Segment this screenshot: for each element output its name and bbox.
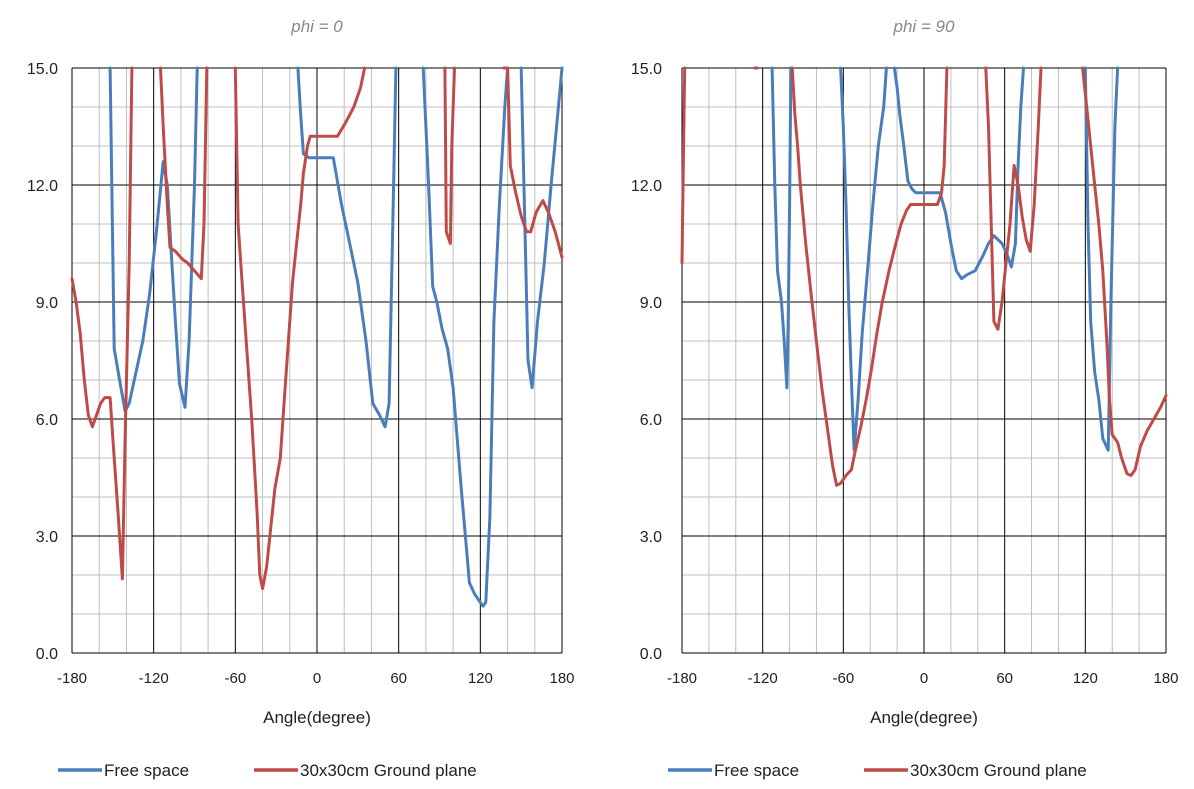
- y-tick-label: 15.0: [631, 61, 662, 78]
- legend-label-ground-plane: 30x30cm Ground plane: [300, 761, 477, 780]
- x-axis-label: Angle(degree): [263, 708, 371, 727]
- x-axis-label: Angle(degree): [870, 708, 978, 727]
- x-tick-label: 60: [996, 670, 1013, 687]
- y-tick-label: 0.0: [640, 646, 662, 663]
- legend: Free space 30x30cm Ground plane: [668, 761, 1087, 780]
- x-tick-label: 180: [1153, 670, 1178, 687]
- y-tick-label: 9.0: [640, 295, 662, 312]
- x-tick-label: 180: [549, 670, 574, 687]
- legend-label-free-space: Free space: [714, 761, 799, 780]
- y-tick-label: 6.0: [640, 412, 662, 429]
- x-tick-label: -120: [139, 670, 169, 687]
- legend: Free space 30x30cm Ground plane: [58, 761, 477, 780]
- x-tick-label: 0: [313, 670, 321, 687]
- chart-title: phi = 90: [893, 17, 956, 36]
- series-line: [894, 68, 1023, 279]
- series-line: [72, 68, 132, 579]
- series-line: [423, 68, 507, 606]
- x-tick-label: -60: [832, 670, 854, 687]
- x-tick-label: 120: [1073, 670, 1098, 687]
- x-tick-label: 0: [920, 670, 928, 687]
- series-line: [841, 68, 887, 450]
- chart-phi-0: phi = 0 -180 -120 -60 0 60 120 180 0.0 3.0 6.0 9.0…: [27, 17, 575, 780]
- chart-phi-90: phi = 90 -180 -120 -60 0 60 120 180 0.0 3.0 6.0 9.…: [631, 17, 1179, 780]
- x-tick-label: -180: [57, 670, 87, 687]
- y-tick-label: 12.0: [631, 178, 662, 195]
- series-line: [1083, 68, 1166, 476]
- y-tick-label: 9.0: [36, 295, 58, 312]
- y-tick-label: 3.0: [36, 529, 58, 546]
- x-tick-label: -120: [748, 670, 778, 687]
- y-tick-label: 6.0: [36, 412, 58, 429]
- y-tick-label: 3.0: [640, 529, 662, 546]
- x-tick-label: -60: [224, 670, 246, 687]
- y-tick-label: 0.0: [36, 646, 58, 663]
- legend-label-free-space: Free space: [104, 761, 189, 780]
- chart-title: phi = 0: [290, 17, 343, 36]
- x-tick-label: -180: [667, 670, 697, 687]
- series-line: [161, 68, 207, 279]
- y-tick-label: 15.0: [27, 61, 58, 78]
- y-tick-label: 12.0: [27, 178, 58, 195]
- x-tick-label: 120: [468, 670, 493, 687]
- series-line: [772, 68, 791, 388]
- x-tick-label: 60: [390, 670, 407, 687]
- series-free-space: [110, 68, 562, 606]
- series-line: [521, 68, 562, 388]
- legend-label-ground-plane: 30x30cm Ground plane: [910, 761, 1087, 780]
